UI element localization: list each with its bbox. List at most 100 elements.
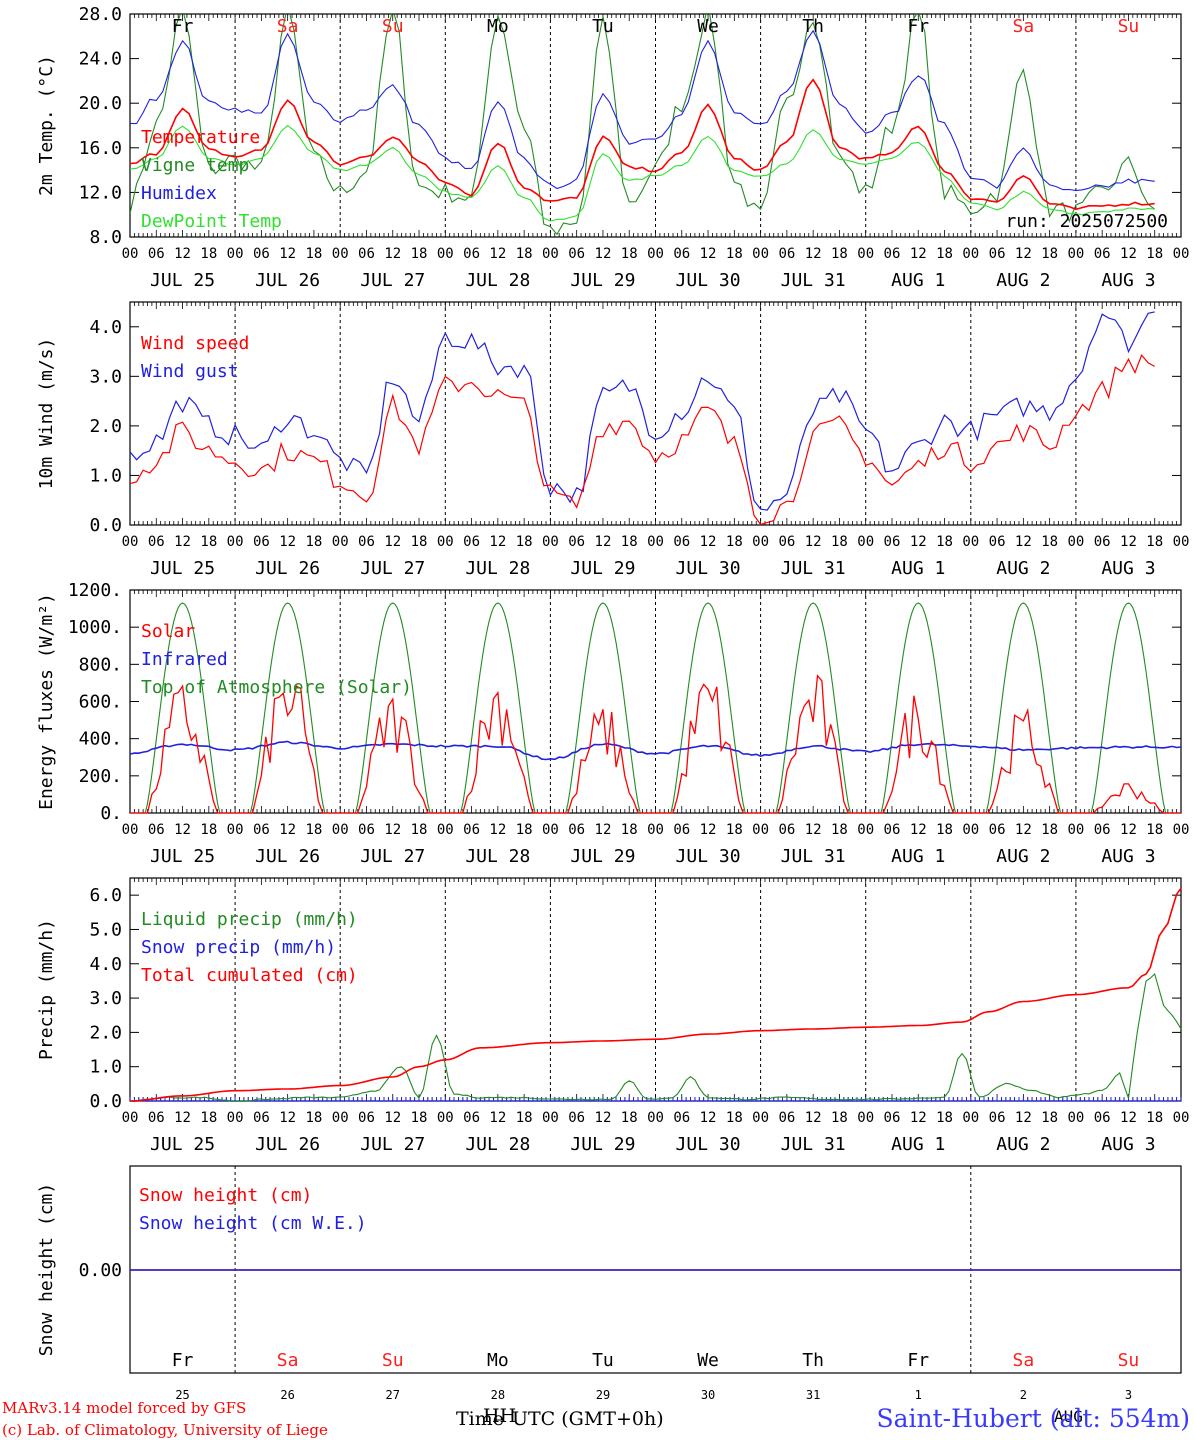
- hour-tick-label: 12: [1015, 1110, 1032, 1126]
- hour-tick-label: 18: [305, 822, 322, 838]
- plot-frame: [129, 301, 1182, 526]
- hour-tick-label: 00: [1067, 822, 1084, 838]
- date-label: JUL 25: [150, 1134, 215, 1155]
- hour-tick-label: 00: [647, 1110, 664, 1126]
- hour-tick-label: 00: [752, 822, 769, 838]
- y-tick-label: 0.: [100, 803, 122, 824]
- hour-tick-label: 18: [936, 822, 953, 838]
- hour-tick-label: 06: [1094, 534, 1111, 550]
- hour-tick-label: 18: [305, 1110, 322, 1126]
- hour-tick-label: 18: [726, 822, 743, 838]
- hour-tick-label: 00: [122, 1110, 139, 1126]
- hour-tick-label: 18: [305, 246, 322, 262]
- date-label: AUG 1: [891, 270, 945, 291]
- x-axis-label-unit: UTC (GMT+0h): [512, 1408, 664, 1430]
- y-axis-label: Energy fluxes (W/m²): [36, 593, 57, 810]
- hour-tick-label: 12: [595, 1110, 612, 1126]
- day-number-label: 2: [1020, 1388, 1027, 1402]
- day-number-label: 31: [806, 1388, 820, 1402]
- y-tick-label: 4.0: [89, 317, 122, 338]
- date-label: AUG 2: [996, 1134, 1050, 1155]
- hour-tick-label: 18: [621, 246, 638, 262]
- weekday-label: We: [697, 16, 719, 37]
- hour-tick-label: 12: [805, 822, 822, 838]
- date-label: JUL 26: [255, 270, 320, 291]
- weekday-label: We: [697, 1350, 719, 1371]
- y-axis-label: Precip (mm/h): [36, 919, 57, 1060]
- hour-tick-label: 00: [962, 822, 979, 838]
- legend-entry: Top of Atmosphere (Solar): [141, 677, 412, 698]
- y-tick-label: 1200.: [68, 580, 122, 601]
- series-line-humidex: [130, 29, 1155, 192]
- hour-tick-label: 06: [148, 822, 165, 838]
- series-line-wind-speed: [129, 354, 1155, 526]
- hour-tick-label: 18: [200, 1110, 217, 1126]
- hour-tick-label: 12: [384, 246, 401, 262]
- hour-tick-label: 06: [358, 534, 375, 550]
- hour-tick-label: 18: [1041, 1110, 1058, 1126]
- date-label: JUL 30: [676, 270, 741, 291]
- hour-tick-label: 18: [516, 246, 533, 262]
- series-line-infrared: [129, 740, 1182, 761]
- hour-tick-label: 06: [673, 534, 690, 550]
- hour-tick-label: 12: [384, 1110, 401, 1126]
- date-label: JUL 28: [465, 270, 530, 291]
- day-number-label: 3: [1125, 1388, 1132, 1402]
- date-label: AUG 3: [1101, 1134, 1155, 1155]
- series-line-solar: [130, 674, 1181, 814]
- date-label: JUL 31: [781, 558, 846, 579]
- hour-tick-label: 12: [910, 246, 927, 262]
- y-tick-label: 4.0: [89, 954, 122, 975]
- legend-entry: Infrared: [141, 649, 228, 670]
- y-tick-label: 1.0: [89, 465, 122, 486]
- hour-tick-label: 18: [1146, 822, 1163, 838]
- hour-tick-label: 12: [910, 822, 927, 838]
- hour-tick-label: 18: [831, 1110, 848, 1126]
- hour-tick-label: 12: [1015, 246, 1032, 262]
- hour-tick-label: 06: [568, 1110, 585, 1126]
- panel-1: 8.0 12.0 16.0 20.0 24.0 28.0 00 06 12 18 JUL 25 00 0…: [36, 4, 1189, 291]
- hour-tick-label: 18: [1041, 822, 1058, 838]
- hour-tick-label: 06: [253, 1110, 270, 1126]
- hour-tick-label: 12: [700, 534, 717, 550]
- hour-tick-label: 06: [463, 1110, 480, 1126]
- date-label: JUL 25: [150, 558, 215, 579]
- day-number-label: 25: [175, 1388, 189, 1402]
- legend-entry: Wind gust: [141, 361, 239, 382]
- legend-entry: Temperature: [141, 127, 260, 148]
- hour-tick-label: 00: [1173, 534, 1190, 550]
- hour-tick-label: 00: [542, 822, 559, 838]
- date-label: JUL 30: [676, 558, 741, 579]
- hour-tick-label: 12: [279, 822, 296, 838]
- hour-tick-label: 12: [910, 534, 927, 550]
- hour-tick-label: 18: [936, 534, 953, 550]
- hour-tick-label: 06: [1094, 1110, 1111, 1126]
- hour-tick-label: 18: [411, 1110, 428, 1126]
- date-label: JUL 27: [360, 1134, 425, 1155]
- hour-tick-label: 06: [673, 822, 690, 838]
- y-tick-label: 0.0: [89, 515, 122, 536]
- weekday-label: Fr: [172, 16, 194, 37]
- y-tick-label: 1.0: [89, 1057, 122, 1078]
- hour-tick-label: 12: [1120, 822, 1137, 838]
- hour-tick-label: 12: [489, 1110, 506, 1126]
- y-tick-label: 600.: [79, 692, 122, 713]
- hour-tick-label: 06: [778, 534, 795, 550]
- hour-tick-label: 18: [411, 822, 428, 838]
- hour-tick-label: 00: [332, 1110, 349, 1126]
- hour-tick-label: 18: [936, 1110, 953, 1126]
- date-label: AUG 3: [1101, 846, 1155, 867]
- hour-tick-label: 12: [595, 534, 612, 550]
- hour-tick-label: 06: [358, 822, 375, 838]
- hour-tick-label: 12: [1120, 1110, 1137, 1126]
- hour-tick-label: 00: [752, 246, 769, 262]
- date-label: JUL 31: [781, 1134, 846, 1155]
- y-tick-label: 28.0: [79, 4, 122, 25]
- y-tick-label: 1000.: [68, 617, 122, 638]
- date-label: AUG 2: [996, 558, 1050, 579]
- weekday-label: Su: [1118, 16, 1140, 37]
- hour-tick-label: 12: [1120, 246, 1137, 262]
- hour-tick-label: 12: [489, 534, 506, 550]
- y-axis-label: 2m Temp. (°C): [36, 55, 57, 196]
